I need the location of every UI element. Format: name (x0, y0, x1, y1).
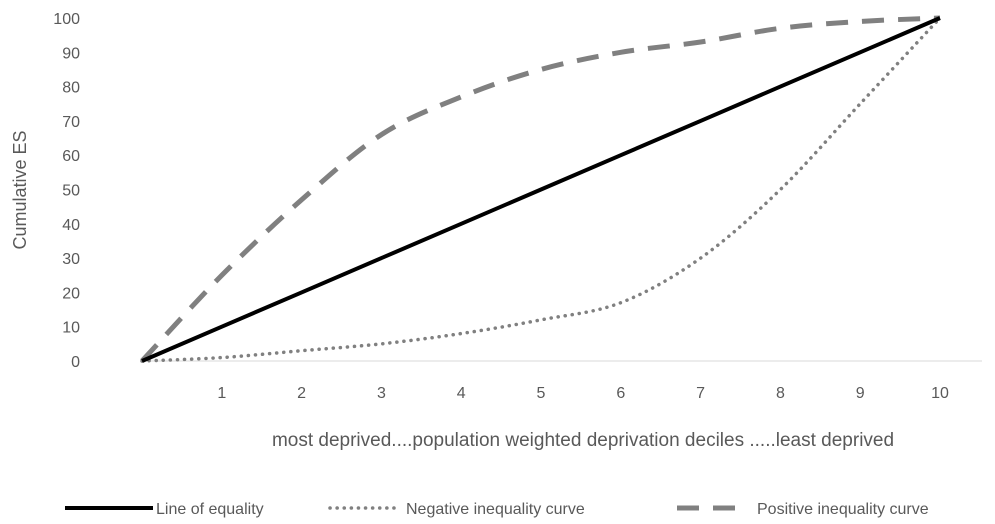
series-line-positive-inequality-curve (140, 15, 941, 363)
y-axis-ticks: 0 10 20 30 40 50 60 70 80 90 100 (53, 11, 80, 371)
x-tick-label: 9 (856, 385, 865, 402)
series-line-line-of-equality (141, 16, 941, 363)
x-tick-label: 4 (457, 385, 466, 402)
x-axis-title: most deprived....population weighted dep… (272, 430, 894, 451)
legend-label: Line of equality (156, 501, 264, 518)
y-tick-label: 80 (62, 80, 80, 97)
y-axis-title: Cumulative ES (10, 130, 30, 249)
x-tick-label: 3 (377, 385, 386, 402)
y-tick-label: 100 (53, 11, 80, 28)
y-tick-label: 30 (62, 251, 80, 268)
y-tick-label: 0 (71, 354, 80, 371)
x-axis-ticks: 1 2 3 4 5 6 7 8 9 10 (217, 385, 949, 402)
legend-label: Negative inequality curve (406, 501, 585, 518)
x-tick-label: 8 (776, 385, 785, 402)
series-layer (140, 15, 942, 363)
x-tick-label: 7 (696, 385, 705, 402)
x-tick-label: 1 (217, 385, 226, 402)
x-tick-label: 2 (297, 385, 306, 402)
y-tick-label: 90 (62, 45, 80, 62)
y-tick-label: 70 (62, 114, 80, 131)
legend-label: Positive inequality curve (757, 501, 929, 518)
series-line-negative-inequality-curve (140, 16, 942, 363)
y-tick-label: 20 (62, 285, 80, 302)
y-tick-label: 40 (62, 217, 80, 234)
y-tick-label: 60 (62, 148, 80, 165)
legend: Line of equality Negative inequality curv… (65, 501, 929, 518)
x-tick-label: 10 (931, 385, 949, 402)
y-tick-label: 10 (62, 320, 80, 337)
y-tick-label: 50 (62, 183, 80, 200)
x-tick-label: 5 (537, 385, 546, 402)
x-tick-label: 6 (616, 385, 625, 402)
